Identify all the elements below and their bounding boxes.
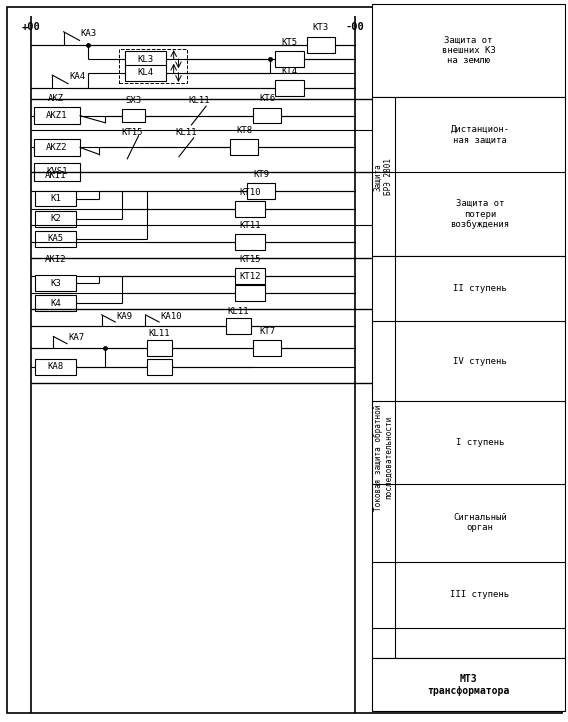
Text: KL4: KL4	[137, 69, 153, 77]
Text: Дистанцион-
ная защита: Дистанцион- ная защита	[450, 125, 509, 144]
Bar	[230, 139, 258, 155]
Text: I ступень: I ступень	[456, 438, 504, 447]
Text: KL11: KL11	[228, 308, 249, 316]
Bar	[235, 285, 265, 301]
Text: AKZ: AKZ	[48, 94, 64, 103]
Text: KL11: KL11	[148, 329, 170, 338]
Text: МТЗ
трансформатора: МТЗ трансформатора	[428, 674, 509, 695]
Bar	[125, 51, 166, 67]
Text: KT8: KT8	[236, 126, 252, 135]
Text: KT5: KT5	[282, 38, 298, 47]
Bar	[34, 163, 80, 180]
Bar	[235, 268, 265, 284]
Bar	[34, 107, 80, 124]
Bar	[235, 201, 265, 217]
Bar	[253, 340, 281, 356]
Text: KVS1: KVS1	[46, 168, 68, 176]
Text: KT3: KT3	[313, 24, 329, 32]
Bar	[372, 256, 565, 658]
Text: SX3: SX3	[126, 97, 141, 105]
Bar	[275, 51, 304, 67]
Text: KT4: KT4	[282, 67, 298, 76]
Bar	[275, 80, 304, 96]
Text: KT7: KT7	[259, 327, 275, 336]
Text: КА3: КА3	[81, 29, 97, 38]
Text: АКI1: АКI1	[45, 171, 66, 180]
Text: +00: +00	[22, 22, 41, 32]
Bar	[34, 139, 80, 156]
Bar	[247, 183, 275, 199]
Bar	[253, 108, 281, 123]
Bar	[372, 4, 565, 97]
Bar	[35, 295, 76, 311]
Bar	[122, 109, 145, 122]
Text: КА9: КА9	[116, 312, 132, 321]
Text: KL3: KL3	[137, 55, 153, 64]
Text: K2: K2	[51, 214, 61, 223]
Bar	[307, 37, 335, 53]
Text: KL11: KL11	[188, 97, 210, 105]
Text: K4: K4	[51, 299, 61, 308]
Text: II ступень: II ступень	[453, 284, 507, 293]
Text: AKZ2: AKZ2	[46, 143, 68, 152]
Bar	[147, 340, 172, 356]
Text: KT15: KT15	[239, 255, 261, 264]
Text: KT6: KT6	[259, 95, 275, 103]
Bar	[372, 658, 565, 711]
Bar	[35, 359, 76, 375]
Text: AKZ1: AKZ1	[46, 111, 68, 120]
Text: КА5: КА5	[48, 235, 64, 243]
Text: KL11: KL11	[176, 129, 197, 137]
Text: III ступень: III ступень	[450, 591, 509, 599]
Text: Сигнальный
орган: Сигнальный орган	[453, 513, 507, 532]
Text: КА10: КА10	[160, 312, 182, 321]
Text: KT9: KT9	[253, 170, 269, 179]
Bar	[372, 97, 565, 256]
Text: KT11: KT11	[239, 221, 261, 230]
Text: KT10: KT10	[239, 188, 261, 197]
Text: KT15: KT15	[121, 129, 143, 137]
Bar	[125, 65, 166, 81]
Text: КА4: КА4	[69, 72, 85, 81]
Text: K3: K3	[51, 279, 61, 287]
Text: KT12: KT12	[239, 272, 261, 281]
Text: Защита от
внешних КЗ
на землю: Защита от внешних КЗ на землю	[442, 35, 495, 66]
Bar	[35, 191, 76, 206]
Bar	[235, 234, 265, 250]
Bar	[226, 318, 251, 334]
Text: Токовая защита обратной
последовательности: Токовая защита обратной последовательнос…	[374, 404, 393, 510]
Bar	[147, 359, 172, 375]
Text: K1: K1	[51, 194, 61, 203]
Text: Защита
БРЭ 2801: Защита БРЭ 2801	[374, 158, 393, 196]
Text: Защита от
потери
возбуждения: Защита от потери возбуждения	[450, 199, 509, 229]
Text: КА8: КА8	[48, 362, 64, 371]
Text: -00: -00	[345, 22, 365, 32]
Bar	[35, 211, 76, 227]
Text: КА7: КА7	[68, 334, 84, 342]
Bar	[119, 49, 187, 83]
Text: АКI2: АКI2	[45, 256, 66, 264]
Bar	[35, 275, 76, 291]
Text: IV ступень: IV ступень	[453, 357, 507, 365]
Bar	[35, 231, 76, 247]
